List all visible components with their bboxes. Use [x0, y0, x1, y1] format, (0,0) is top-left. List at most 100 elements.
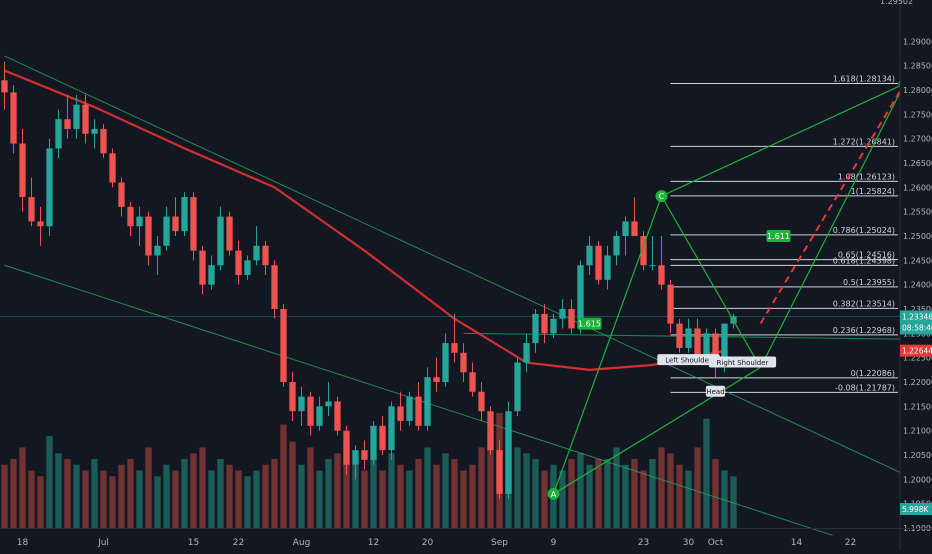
harmonic-point-marker [547, 487, 560, 500]
candle-body [298, 396, 305, 412]
volume-bar [424, 447, 431, 528]
volume-bar [694, 447, 701, 528]
candle-body [550, 318, 557, 334]
candle-body [46, 148, 53, 227]
volume-bar [568, 459, 575, 528]
harmonic-point-label: C [659, 192, 665, 201]
volume-bar [325, 459, 332, 528]
candle-body [703, 333, 710, 358]
volume-bar [118, 464, 125, 528]
candles-layer [1, 61, 737, 499]
price-tick-label: 1.24000 [903, 281, 932, 290]
candle-body [397, 406, 404, 421]
volume-bar [28, 470, 35, 528]
ratio-label: 1.611 [767, 232, 790, 241]
volume-bar [487, 430, 494, 528]
volume-bar [154, 476, 161, 528]
time-tick-label: Sep [491, 538, 508, 548]
volume-bar [361, 470, 368, 528]
candle-body [334, 401, 341, 431]
price-axis[interactable]: 1.190001.195001.200001.205001.210001.215… [880, 0, 932, 550]
harmonic-leg [759, 83, 906, 368]
volume-bar [622, 464, 629, 528]
fib-level-label: 0.5(1.23955) [843, 278, 895, 287]
candle-body [469, 372, 476, 392]
time-tick-label: 18 [17, 538, 29, 548]
price-tick-label: 1.24500 [903, 256, 932, 265]
candle-body [100, 128, 107, 154]
volume-bar [235, 470, 242, 528]
candle-body [640, 236, 647, 266]
volume-bar [37, 476, 44, 528]
volume-bar [523, 453, 530, 528]
price-tick-label: 1.21500 [903, 402, 932, 411]
moving-average-line [4, 69, 725, 371]
volume-bar [451, 459, 458, 528]
fib-level-label: 0(1.22086) [851, 369, 895, 378]
volume-bar [64, 459, 71, 528]
volume-bar [352, 464, 359, 528]
candle-body [28, 197, 35, 222]
candle-body [658, 265, 665, 285]
volume-bar [136, 470, 143, 528]
volume-bar [469, 464, 476, 528]
candle-body [37, 221, 44, 227]
candle-body [91, 128, 98, 134]
candle-body [568, 309, 575, 329]
volume-bar [532, 459, 539, 528]
candle-body [442, 343, 449, 383]
candle-body [379, 425, 386, 451]
volume-bar [577, 453, 584, 528]
candle-body [523, 343, 530, 363]
harmonic-point-marker [655, 190, 668, 203]
candle-body [505, 411, 512, 494]
volume-bar [343, 441, 350, 528]
ma-price-badge [900, 344, 932, 357]
volume-bar [109, 476, 116, 528]
candle-body [73, 104, 80, 129]
candle-body [244, 260, 251, 275]
current-price-badge [900, 310, 932, 335]
candle-body [262, 245, 269, 266]
volume-bar [676, 464, 683, 528]
candle-body [370, 425, 377, 460]
volume-bar [397, 464, 404, 528]
time-tick-label: 15 [188, 538, 199, 548]
volume-bar [82, 470, 89, 528]
volume-bar [100, 470, 107, 528]
candle-body [325, 401, 332, 407]
volume-bar [280, 424, 287, 528]
pattern-label: Right Shoulder [717, 359, 769, 367]
time-axis[interactable]: 18 Jul 15 22 Aug 12 20 Sep 9 23 30 Oct 14 22 [0, 528, 932, 549]
volume-bar [478, 447, 485, 528]
time-tick-label: 9 [551, 538, 557, 548]
candle-body [190, 197, 197, 251]
harmonic-point-label: A [551, 490, 557, 499]
candle-body [577, 265, 584, 329]
volume-bar [667, 453, 674, 528]
volume-bar [307, 447, 314, 528]
volume-bar [91, 459, 98, 528]
fib-level-label: 0.236(1.22968) [833, 326, 895, 335]
volume-bar [415, 459, 422, 528]
volume-bar [703, 418, 710, 528]
price-tick-label: 1.27000 [903, 135, 932, 144]
trendline [4, 55, 905, 475]
time-tick-label: Oct [708, 538, 724, 548]
candle-body [127, 206, 134, 227]
volume-badge [900, 503, 932, 515]
fib-level-label: 0.65(1.24516) [838, 251, 895, 260]
time-tick-label: 12 [368, 538, 379, 548]
volume-bar [730, 476, 737, 528]
volume-bar [388, 453, 395, 528]
candle-body [721, 323, 728, 368]
volume-bar [217, 459, 224, 528]
volume-bar [298, 464, 305, 528]
candle-body [307, 396, 314, 426]
fib-level-label: -0.08(1.21787) [835, 383, 895, 392]
volume-bar [172, 470, 179, 528]
volume-bar [316, 470, 323, 528]
volume-bar [226, 464, 233, 528]
